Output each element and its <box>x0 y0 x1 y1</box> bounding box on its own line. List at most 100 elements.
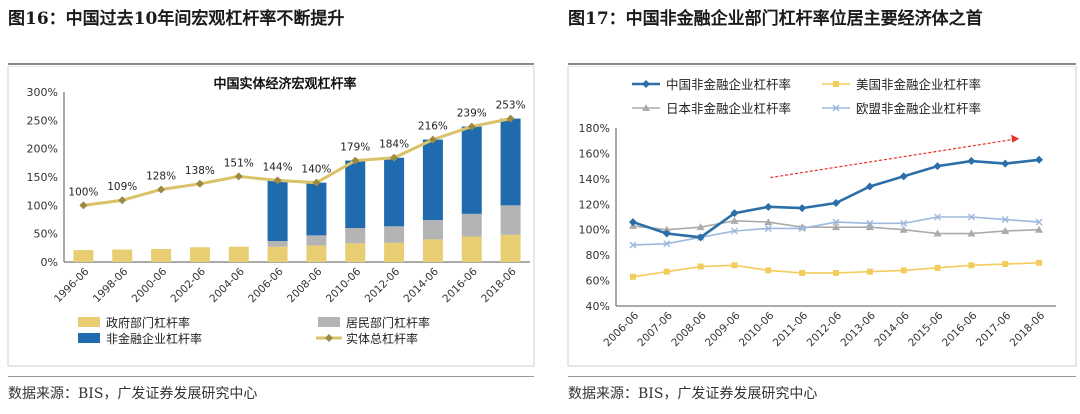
y-tick-label: 150% <box>27 171 58 184</box>
data-label: 184% <box>379 139 409 151</box>
china-point <box>1035 155 1044 164</box>
x-tick-label: 2014-06 <box>402 265 442 305</box>
china-point <box>967 157 976 166</box>
data-label: 140% <box>301 164 331 176</box>
legend-us-label: 美国非金融企业杠杆率 <box>856 77 981 92</box>
legend-household-label: 居民部门杠杆率 <box>346 315 430 330</box>
gov-bar <box>345 243 366 262</box>
y-tick-label: 0% <box>41 256 58 269</box>
japan-point <box>967 229 976 237</box>
left-chart: 中国实体经济宏观杠杆率 0% 50% 100% 150% 200% 250% 300% 1996… <box>7 66 535 367</box>
us-point <box>900 267 907 274</box>
nonfin-bar <box>500 118 521 206</box>
x-tick-label: 2006-06 <box>246 265 286 305</box>
y-tick-label: 250% <box>27 114 58 127</box>
household-bar <box>306 235 327 246</box>
eu-point <box>764 224 772 232</box>
data-label: 179% <box>340 142 370 154</box>
y-tick-label: 100% <box>579 224 610 237</box>
x-tick-label: 2006-06 <box>602 309 642 349</box>
gov-bar <box>228 246 249 262</box>
legend-household-swatch <box>318 317 340 327</box>
total-leverage-marker <box>312 178 321 187</box>
japan-point <box>865 223 874 231</box>
data-label: 151% <box>224 157 254 169</box>
gov-bar <box>500 234 521 262</box>
china-point <box>662 229 671 238</box>
left-source-note: 数据来源：BIS，广发证券发展研究中心 <box>8 386 258 402</box>
y-tick-label: 120% <box>579 198 610 211</box>
legend-nonfin-swatch <box>78 333 100 343</box>
x-tick-label: 1998-06 <box>91 265 131 305</box>
trend-arrow-head <box>1011 134 1020 143</box>
gov-bar <box>112 249 133 262</box>
x-tick-label: 2018-06 <box>1008 309 1048 349</box>
right-figure-panel: 图17：中国非金融企业部门杠杆率位居主要经济体之首 40% 60% 80% 100% 1… <box>560 0 1080 414</box>
eu-point <box>866 219 874 227</box>
legend-nonfin-label: 非金融企业杠杆率 <box>106 331 202 346</box>
household-bar <box>500 205 521 235</box>
x-tick-label: 2016-06 <box>940 309 980 349</box>
us-point <box>833 269 839 276</box>
us-point <box>663 268 670 275</box>
data-label: 100% <box>68 186 98 198</box>
total-leverage-marker <box>273 176 282 185</box>
legend-total-marker <box>325 334 333 342</box>
us-point <box>629 273 636 280</box>
data-label: 253% <box>496 100 526 112</box>
us-point <box>697 263 704 270</box>
japan-point <box>730 216 739 224</box>
total-leverage-marker <box>467 122 476 131</box>
us-point <box>731 262 738 269</box>
eu-point <box>900 219 908 227</box>
legend-eu-marker <box>832 104 840 112</box>
japan-point <box>832 223 840 231</box>
eu-point <box>730 227 738 235</box>
japan-point <box>899 225 908 233</box>
us-point <box>765 267 772 274</box>
total-leverage-marker <box>234 172 243 181</box>
japan-point <box>933 229 942 237</box>
left-figure-title: 图16：中国过去10年间宏观杠杆率不断提升 <box>8 9 345 29</box>
total-leverage-marker <box>157 185 166 194</box>
y-tick-label: 80% <box>586 249 610 262</box>
eu-point <box>1001 216 1009 224</box>
total-leverage-marker <box>79 201 88 210</box>
right-source-rule <box>568 376 1076 377</box>
japan-point <box>1001 226 1010 234</box>
x-tick-label: 2014-06 <box>872 309 912 349</box>
gov-bar <box>189 247 210 262</box>
y-tick-label: 50% <box>34 228 58 241</box>
nonfin-bar <box>422 139 443 221</box>
nonfin-bar <box>306 182 327 236</box>
japan-point <box>696 223 705 231</box>
gov-bar <box>73 250 94 262</box>
china-point <box>696 233 705 242</box>
china-point <box>730 209 739 218</box>
x-tick-label: 2013-06 <box>838 309 878 349</box>
eu-point <box>798 224 806 232</box>
us-point <box>934 264 941 271</box>
total-leverage-line <box>83 117 511 207</box>
x-tick-label: 2012-06 <box>805 309 845 349</box>
y-tick-label: 40% <box>586 300 610 313</box>
left-figure-panel: 图16：中国过去10年间宏观杠杆率不断提升 中国实体经济宏观杠杆率 0% 50% 10… <box>7 9 535 402</box>
total-leverage-marker <box>118 196 127 205</box>
nonfin-bar <box>461 126 482 214</box>
gov-bar <box>151 248 172 262</box>
right-chart: 40% 60% 80% 100% 120% 140% 160% 180% 2006-062007… <box>567 66 1077 367</box>
data-label: 138% <box>185 165 215 177</box>
x-tick-label: 2010-06 <box>737 309 777 349</box>
legend-china-label: 中国非金融企业杠杆率 <box>666 77 791 92</box>
total-leverage-marker <box>351 156 360 165</box>
china-point <box>764 202 773 211</box>
china-point <box>832 199 840 208</box>
data-label: 144% <box>263 161 293 173</box>
legend-gov-label: 政府部门杠杆率 <box>106 315 190 330</box>
right-figure-title: 图17：中国非金融企业部门杠杆率位居主要经济体之首 <box>568 9 983 29</box>
china-point <box>865 182 874 191</box>
household-bar <box>384 226 405 243</box>
eu-point <box>1035 218 1043 226</box>
y-tick-label: 180% <box>579 122 610 135</box>
nonfin-bar <box>384 157 405 227</box>
